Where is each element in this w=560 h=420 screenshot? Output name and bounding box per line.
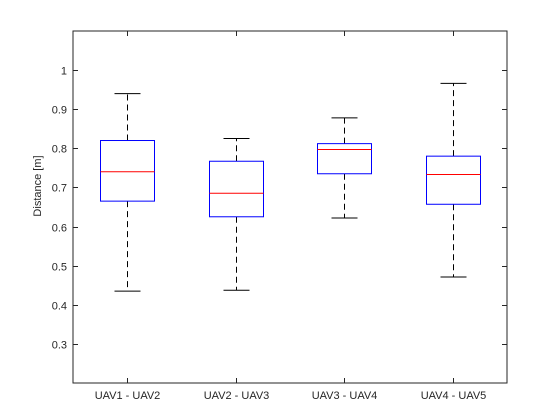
iqr-box (100, 140, 155, 202)
box-2 (209, 138, 264, 291)
y-tick-label: 0.9 (52, 105, 67, 117)
x-tick-label: UAV3 - UAV4 (312, 390, 378, 402)
x-tick-label: UAV2 - UAV3 (204, 390, 270, 402)
y-tick-label: 1 (61, 66, 67, 78)
box-1 (100, 93, 155, 292)
x-tick-label: UAV4 - UAV5 (421, 390, 487, 402)
iqr-box (317, 143, 372, 175)
y-tick-label: 0.7 (52, 183, 67, 195)
y-tick-label: 0.4 (52, 301, 67, 313)
x-tick-label: UAV1 - UAV2 (95, 390, 161, 402)
axes-frame (72, 30, 508, 384)
plot-area: 0.3 0.4 0.5 0.6 0.7 0.8 0.9 1 UAV1 - UAV2 UAV2 - … (52, 30, 508, 402)
y-tick-label: 0.5 (52, 262, 67, 274)
y-tick-label: 0.8 (52, 144, 67, 156)
y-tick-label: 0.3 (52, 340, 67, 352)
box-3 (317, 117, 372, 219)
iqr-box (209, 160, 264, 218)
y-tick-label: 0.6 (52, 223, 67, 235)
y-axis-label: Distance [m] (32, 155, 44, 216)
iqr-box (426, 155, 481, 205)
box-4 (426, 82, 481, 278)
